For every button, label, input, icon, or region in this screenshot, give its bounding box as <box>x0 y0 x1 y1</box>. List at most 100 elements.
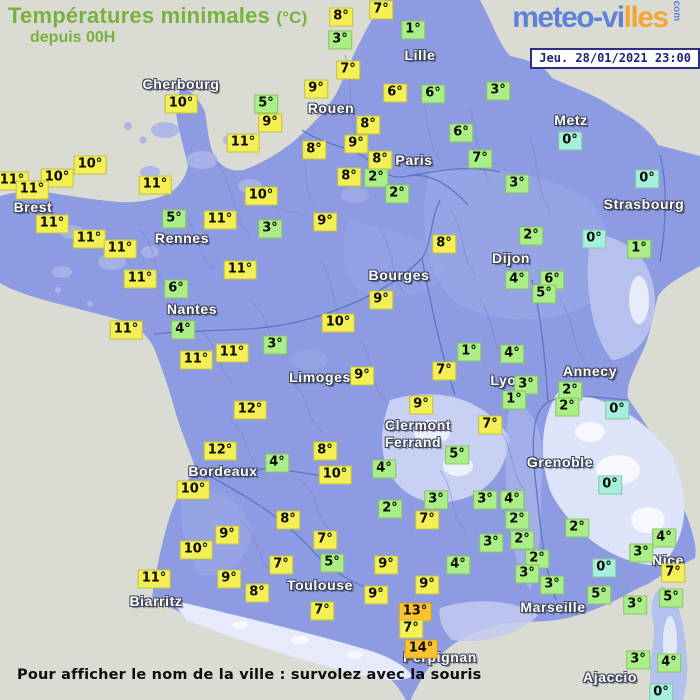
temp-badge[interactable]: 7° <box>369 0 393 20</box>
temp-badge[interactable]: 11° <box>15 180 49 200</box>
temp-badge[interactable]: 0° <box>598 475 622 495</box>
temp-badge[interactable]: 4° <box>652 528 676 548</box>
temp-badge[interactable]: 9° <box>313 212 337 232</box>
temp-badge[interactable]: 11° <box>226 133 260 153</box>
temp-badge[interactable]: 9° <box>374 555 398 575</box>
temp-badge[interactable]: 4° <box>171 320 195 340</box>
temp-badge[interactable]: 11° <box>215 343 249 363</box>
temp-badge[interactable]: 5° <box>532 284 556 304</box>
temp-badge[interactable]: 9° <box>409 395 433 415</box>
temp-badge[interactable]: 5° <box>254 94 278 114</box>
temp-badge[interactable]: 7° <box>415 510 439 530</box>
temp-badge[interactable]: 9° <box>350 366 374 386</box>
temp-badge[interactable]: 2° <box>510 530 534 550</box>
site-logo[interactable]: meteo-villes .com <box>512 0 688 35</box>
temp-badge[interactable]: 4° <box>372 459 396 479</box>
temp-badge[interactable]: 3° <box>629 543 653 563</box>
temp-badge[interactable]: 5° <box>587 585 611 605</box>
temp-badge[interactable]: 4° <box>265 453 289 473</box>
temp-badge[interactable]: 10° <box>176 480 210 500</box>
temp-badge[interactable]: 10° <box>40 168 74 188</box>
temp-badge[interactable]: 8° <box>276 510 300 530</box>
temp-badge[interactable]: 9° <box>215 525 239 545</box>
temp-badge[interactable]: 3° <box>540 575 564 595</box>
temp-badge[interactable]: 11° <box>103 239 137 259</box>
temp-badge[interactable]: 3° <box>623 595 647 615</box>
temp-badge[interactable]: 10° <box>318 465 352 485</box>
temp-badge[interactable]: 4° <box>657 653 681 673</box>
temp-badge[interactable]: 5° <box>320 553 344 573</box>
temp-badge[interactable]: 0° <box>649 683 673 700</box>
temp-badge[interactable]: 11° <box>137 569 171 589</box>
temp-badge[interactable]: 7° <box>432 361 456 381</box>
temp-badge[interactable]: 11° <box>179 350 213 370</box>
temp-badge[interactable]: 1° <box>502 390 526 410</box>
temp-badge[interactable]: 10° <box>244 186 278 206</box>
temp-badge[interactable]: 8° <box>432 234 456 254</box>
temp-badge[interactable]: 3° <box>424 490 448 510</box>
temp-badge[interactable]: 2° <box>565 518 589 538</box>
temp-badge[interactable]: 7° <box>313 530 337 550</box>
temp-badge[interactable]: 10° <box>164 94 198 114</box>
temp-badge[interactable]: 6° <box>449 123 473 143</box>
temp-badge[interactable]: 7° <box>399 619 423 639</box>
temp-badge[interactable]: 7° <box>661 563 685 583</box>
temp-badge[interactable]: 0° <box>582 229 606 249</box>
temp-badge[interactable]: 11° <box>109 320 143 340</box>
temp-badge[interactable]: 12° <box>233 400 267 420</box>
temp-badge[interactable]: 11° <box>35 214 69 234</box>
temp-badge[interactable]: 3° <box>258 219 282 239</box>
temp-badge[interactable]: 8° <box>302 140 326 160</box>
temp-badge[interactable]: 3° <box>479 533 503 553</box>
temp-badge[interactable]: 5° <box>445 445 469 465</box>
temp-badge[interactable]: 8° <box>337 167 361 187</box>
temp-badge[interactable]: 3° <box>505 174 529 194</box>
temp-badge[interactable]: 3° <box>514 375 538 395</box>
temp-badge[interactable]: 2° <box>519 226 543 246</box>
temp-badge[interactable]: 11° <box>123 269 157 289</box>
temp-badge[interactable]: 1° <box>627 239 651 259</box>
temp-badge[interactable]: 3° <box>486 81 510 101</box>
temp-badge[interactable]: 9° <box>258 113 282 133</box>
temp-badge[interactable]: 13° <box>398 602 432 622</box>
temp-badge[interactable]: 3° <box>263 335 287 355</box>
temp-badge[interactable]: 9° <box>344 134 368 154</box>
temp-badge[interactable]: 9° <box>217 569 241 589</box>
temp-badge[interactable]: 3° <box>328 30 352 50</box>
temp-badge[interactable]: 2° <box>558 381 582 401</box>
temp-badge[interactable]: 4° <box>446 555 470 575</box>
temp-badge[interactable]: 1° <box>457 342 481 362</box>
temp-badge[interactable]: 9° <box>369 290 393 310</box>
temp-badge[interactable]: 9° <box>304 79 328 99</box>
temp-badge[interactable]: 3° <box>626 650 650 670</box>
temp-badge[interactable]: 2° <box>505 510 529 530</box>
temp-badge[interactable]: 8° <box>368 150 392 170</box>
temp-badge[interactable]: 2° <box>555 397 579 417</box>
temp-badge[interactable]: 11° <box>72 229 106 249</box>
temp-badge[interactable]: 7° <box>468 149 492 169</box>
temp-badge[interactable]: 9° <box>364 585 388 605</box>
temp-badge[interactable]: 8° <box>313 441 337 461</box>
temp-badge[interactable]: 7° <box>310 601 334 621</box>
temp-badge[interactable]: 5° <box>659 588 683 608</box>
temp-badge[interactable]: 10° <box>179 540 213 560</box>
temp-badge[interactable]: 3° <box>473 490 497 510</box>
temp-badge[interactable]: 2° <box>378 499 402 519</box>
temp-badge[interactable]: 8° <box>245 583 269 603</box>
temp-badge[interactable]: 2° <box>364 168 388 188</box>
temp-badge[interactable]: 4° <box>500 490 524 510</box>
temp-badge[interactable]: 0° <box>605 400 629 420</box>
temp-badge[interactable]: 0° <box>635 169 659 189</box>
temp-badge[interactable]: 4° <box>500 344 524 364</box>
temp-badge[interactable]: 8° <box>329 7 353 27</box>
temp-badge[interactable]: 4° <box>505 270 529 290</box>
temp-badge[interactable]: 0° <box>592 558 616 578</box>
temp-badge[interactable]: 11° <box>138 175 172 195</box>
temp-badge[interactable]: 7° <box>269 555 293 575</box>
temp-badge[interactable]: 1° <box>401 20 425 40</box>
temp-badge[interactable]: 5° <box>162 209 186 229</box>
temp-badge[interactable]: 7° <box>478 415 502 435</box>
temp-badge[interactable]: 11° <box>203 210 237 230</box>
temp-badge[interactable]: 12° <box>203 441 237 461</box>
temp-badge[interactable]: 8° <box>356 115 380 135</box>
